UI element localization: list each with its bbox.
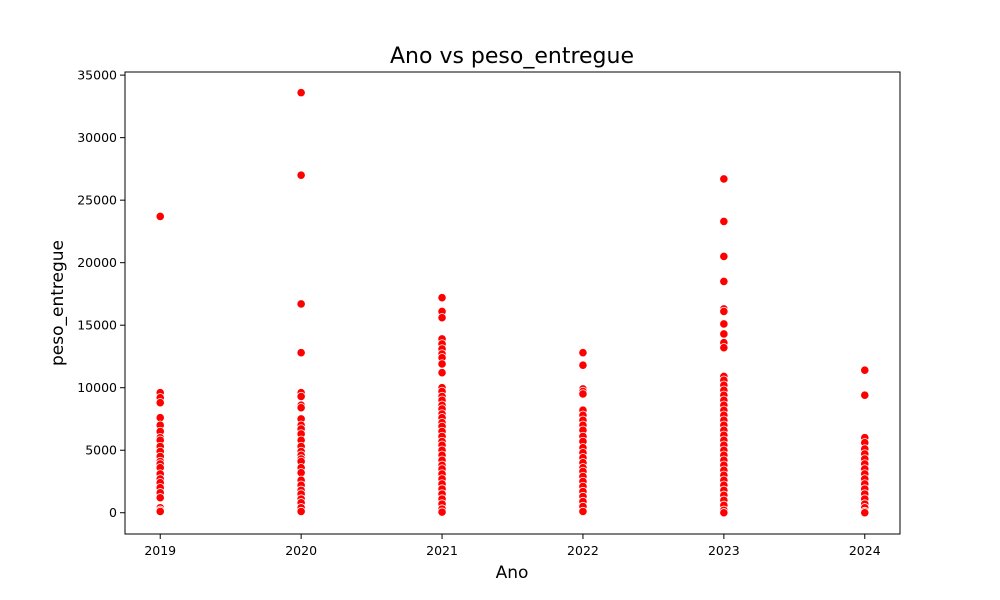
x-axis-label: Ano	[496, 563, 529, 583]
data-point	[578, 506, 588, 517]
x-tick-label: 2021	[426, 543, 458, 558]
data-point	[296, 170, 306, 180]
data-point	[860, 508, 870, 518]
data-point	[719, 343, 729, 353]
y-tick-label: 5000	[85, 443, 117, 458]
plot-frame	[124, 71, 901, 535]
data-point	[578, 360, 588, 370]
data-point	[719, 174, 729, 184]
x-tick-label: 2020	[285, 543, 317, 558]
data-point	[155, 506, 165, 517]
y-tick-label: 20000	[77, 255, 117, 270]
data-point	[719, 251, 729, 262]
x-axis-ticks: 2019 2020 2021 2022 2023 2024	[144, 534, 881, 558]
data-points	[155, 88, 870, 518]
x-tick-label: 2023	[708, 543, 740, 558]
data-point	[296, 299, 306, 309]
data-point	[578, 389, 588, 399]
data-point	[155, 398, 165, 408]
data-point	[296, 403, 306, 413]
data-point	[437, 507, 447, 517]
data-point	[860, 390, 870, 400]
data-point	[437, 368, 447, 378]
y-tick-label: 0	[109, 505, 117, 520]
x-tick-label: 2024	[849, 543, 881, 558]
x-tick-label: 2019	[144, 543, 176, 558]
data-point	[719, 319, 729, 329]
y-axis-ticks: 0 5000 10000 15000 20000 25000 30000 35000	[77, 68, 125, 520]
y-axis-label: peso_entregue	[48, 240, 68, 366]
data-point	[719, 276, 729, 287]
data-point	[155, 211, 165, 222]
y-tick-label: 15000	[77, 318, 117, 333]
data-point	[296, 391, 306, 402]
data-point	[719, 329, 729, 339]
y-tick-label: 35000	[77, 68, 117, 83]
data-point	[719, 216, 729, 227]
data-point	[296, 506, 306, 517]
x-tick-label: 2022	[567, 543, 599, 558]
chart-title: Ano vs peso_entregue	[390, 44, 634, 69]
data-point	[437, 293, 447, 303]
data-point	[719, 306, 729, 317]
y-tick-label: 25000	[77, 193, 117, 208]
data-point	[155, 493, 165, 503]
y-tick-label: 30000	[77, 130, 117, 145]
data-point	[437, 359, 447, 369]
data-point	[296, 348, 306, 358]
data-point	[578, 348, 588, 358]
data-point	[296, 88, 306, 98]
data-point	[437, 313, 447, 323]
data-point	[860, 365, 870, 375]
data-point	[719, 508, 729, 518]
y-tick-label: 10000	[77, 380, 117, 395]
